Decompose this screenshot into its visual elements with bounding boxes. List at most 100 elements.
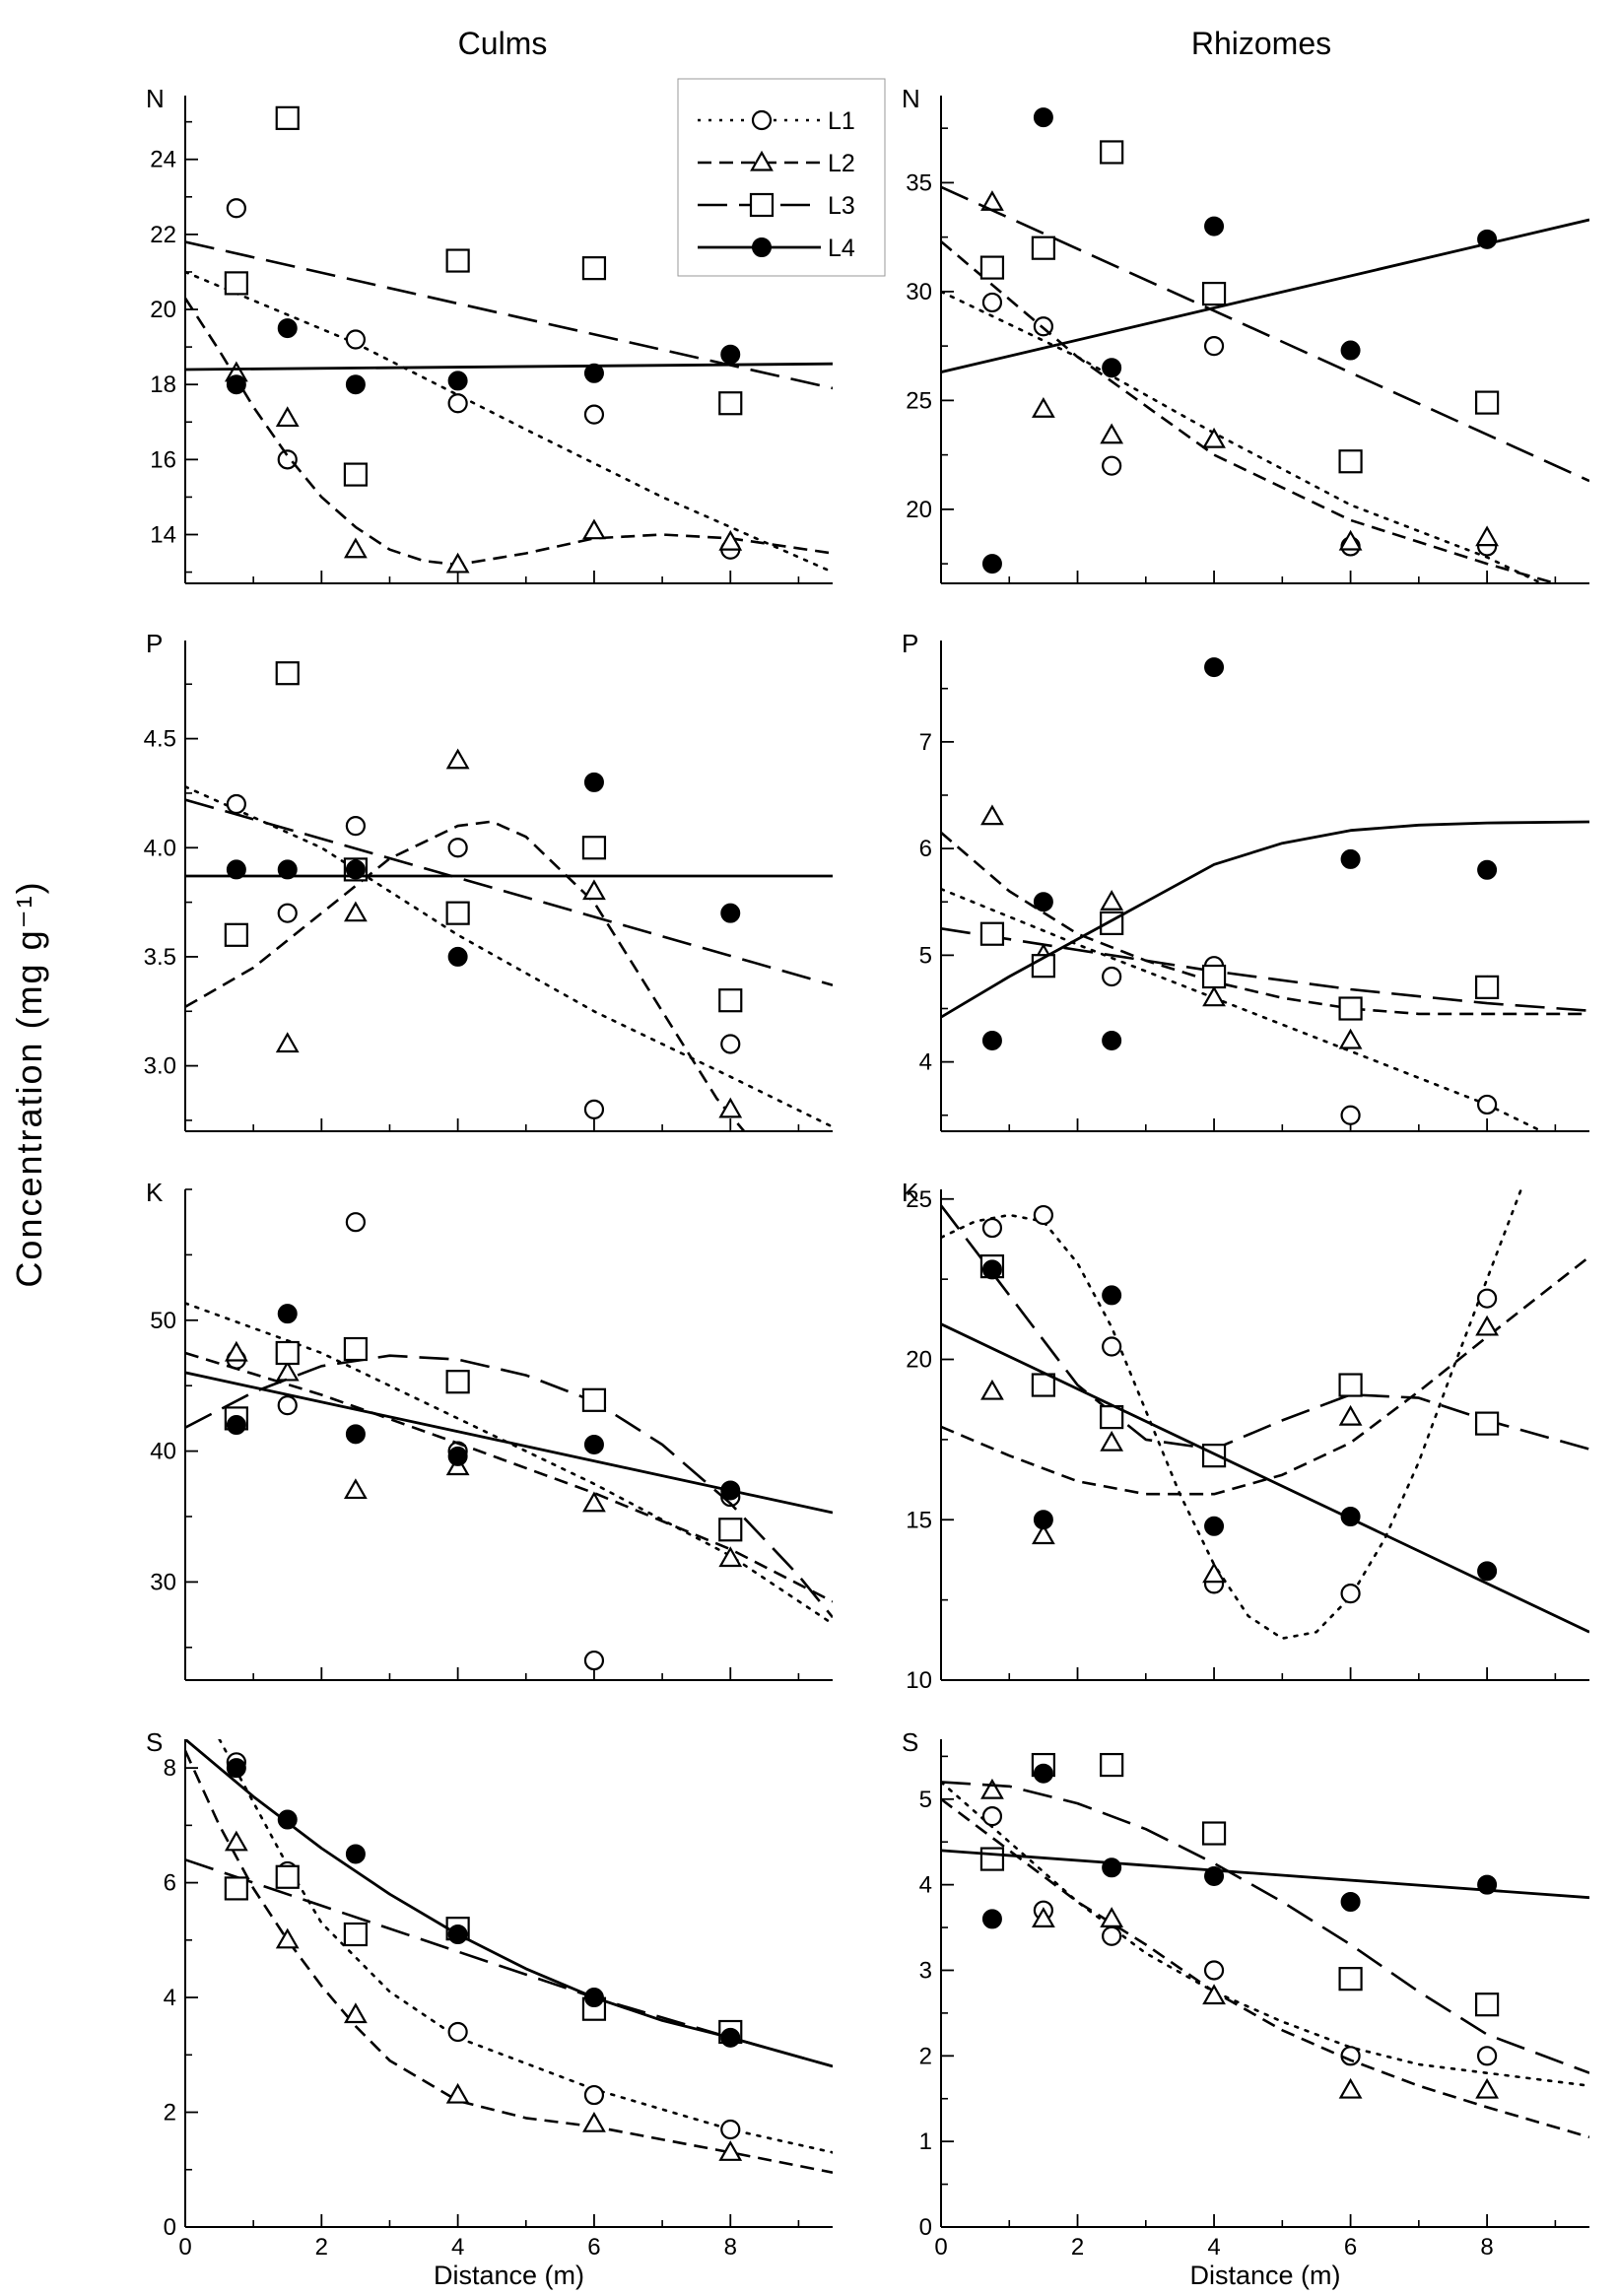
y-tick-label: 14 [150,522,176,549]
y-tick-label: 5 [919,1787,932,1813]
point-l1 [583,1099,605,1119]
point-l3 [224,271,248,296]
point-l3 [343,1336,368,1362]
point-l2 [343,537,368,559]
fit-line-l3 [941,1204,1589,1451]
point-l4 [226,374,246,395]
y-tick-label: 4 [919,1872,932,1899]
x-tick-label: 0 [934,2234,947,2261]
col-title-rhizomes: Rhizomes [1191,26,1331,61]
panels: N141618202224N20253035P3.03.54.04.5P4567… [144,84,1589,2290]
point-l2 [582,2111,606,2132]
point-l2 [445,748,470,770]
point-l4 [1102,1857,1122,1878]
legend-entry-l2: L2 [698,150,855,177]
series-l1 [941,1781,1589,2087]
point-l2 [582,879,606,901]
point-l2 [275,406,300,428]
nutrient-label: S [146,1727,163,1757]
point-l2 [445,2082,470,2104]
point-l3 [1475,1992,1500,2017]
point-l1 [1102,1925,1122,1946]
point-l3 [275,1340,300,1366]
fit-line-l3 [941,1781,1589,2074]
point-l4 [720,2027,741,2048]
point-l3 [1338,996,1363,1021]
point-l2 [1475,525,1500,547]
series-l1 [941,887,1543,1131]
point-l4 [1033,1763,1053,1784]
point-l3 [718,1518,743,1542]
point-l4 [720,1480,741,1501]
point-l2 [718,2140,743,2161]
fit-line-l1 [941,290,1543,583]
fit-line-l3 [941,927,1589,1012]
legend-marker [751,109,773,131]
point-l4 [447,1446,468,1466]
point-l4 [1340,1892,1361,1912]
nutrient-label: P [902,629,918,658]
point-l1 [277,449,298,470]
point-l3 [1475,1411,1500,1436]
point-l3 [445,248,470,273]
fit-line-l4 [185,1739,833,2068]
point-l2 [224,1830,248,1852]
x-tick-label: 0 [178,2234,191,2261]
point-l3 [1201,964,1227,989]
fit-line-l2 [185,820,746,1131]
point-l1 [981,292,1003,313]
y-tick-label: 24 [150,147,176,173]
point-l4 [981,554,1002,574]
series-l4 [185,318,833,395]
point-l1 [1102,1336,1122,1357]
point-l4 [1033,1510,1053,1530]
point-l4 [1340,340,1361,361]
point-l2 [718,1097,743,1118]
point-l3 [224,922,248,947]
point-l4 [226,1758,246,1779]
legend: L1 L2 L3 L4 [677,78,886,277]
fit-line-l1 [218,1739,833,2154]
point-l2 [980,1379,1004,1400]
y-tick-label: 2 [919,2043,932,2069]
point-l2 [1475,2077,1500,2099]
point-l2 [1202,1984,1226,2005]
point-l3 [224,1876,248,1901]
point-l1 [345,1212,366,1233]
y-tick-label: 50 [150,1308,176,1334]
point-l4 [277,1304,298,1324]
point-l4 [226,859,246,880]
point-l4 [1477,1561,1498,1582]
y-tick-label: 1 [919,2128,932,2155]
y-tick-label: 30 [150,1569,176,1595]
point-l3 [1201,1821,1227,1846]
point-l1 [447,393,468,414]
fit-line-l2 [185,297,833,567]
point-l4 [720,903,741,923]
legend-marker [752,237,772,257]
fit-line-l3 [941,185,1589,483]
series-l2 [941,190,1556,583]
point-l2 [343,901,368,922]
y-tick-label: 6 [164,1870,176,1897]
point-l4 [1204,1516,1225,1536]
y-tick-label: 22 [150,222,176,248]
y-tick-label: 20 [150,297,176,323]
point-l4 [447,946,468,967]
point-l1 [583,2084,605,2106]
y-tick-label: 7 [919,729,932,756]
point-l4 [226,1415,246,1436]
point-l4 [277,859,298,880]
point-l4 [277,1809,298,1830]
series-l2 [185,297,833,574]
point-l2 [1338,529,1363,551]
fit-line-l2 [941,1255,1589,1496]
series-l4 [185,1739,833,2068]
panel-rhizomes-n: N 20 25 30 35 [902,84,1589,584]
x-tick-label: 8 [1480,2234,1493,2261]
point-l2 [1031,396,1055,418]
x-tick-label: 4 [1207,2234,1220,2261]
x-tick-label: 6 [587,2234,600,2261]
legend-box [677,78,886,277]
point-l2 [1202,985,1226,1007]
